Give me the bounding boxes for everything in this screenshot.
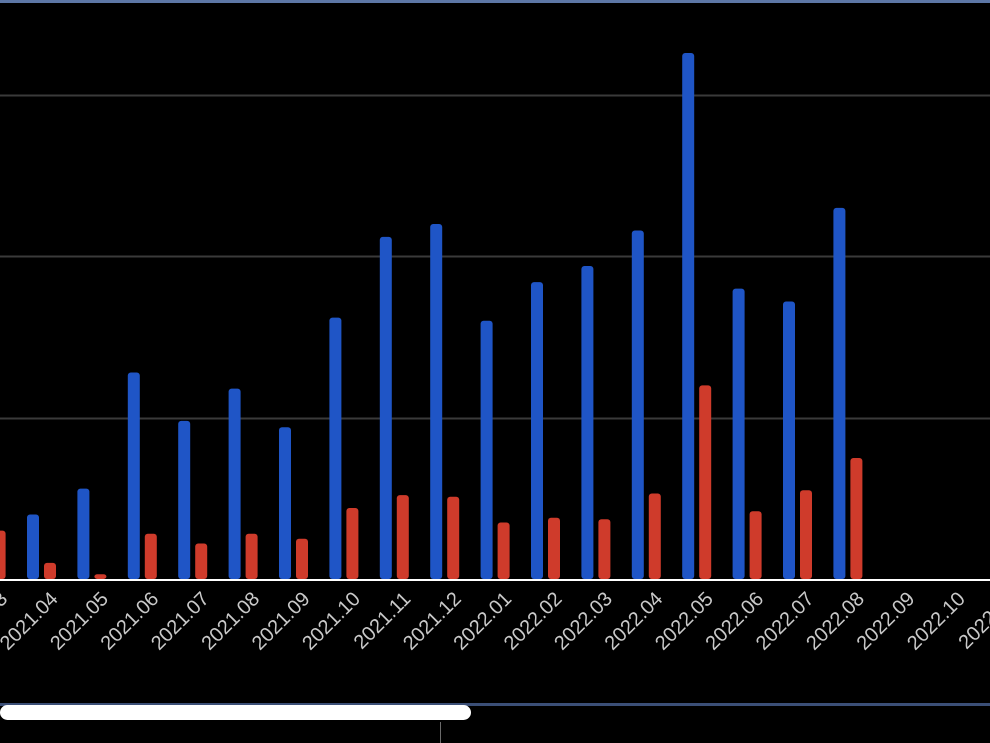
bar-blue-2021.06 xyxy=(127,372,140,579)
bar-red-2021.05 xyxy=(94,574,107,579)
bar-red-2022.01 xyxy=(497,522,510,579)
bar-red-2021.08 xyxy=(245,533,258,579)
grid-lines xyxy=(0,94,990,420)
bar-blue-2021.10 xyxy=(329,317,342,579)
bar-red-2021.09 xyxy=(296,538,308,579)
bar-red-2022.05 xyxy=(699,385,712,579)
bar-blue-2021.04 xyxy=(27,514,39,579)
bar-blue-2022.01 xyxy=(480,320,493,579)
bar-blue-2022.06 xyxy=(732,288,745,579)
bar-red-2022.02 xyxy=(548,517,560,579)
bar-blue-2021.08 xyxy=(228,388,241,579)
bottom-divider xyxy=(440,722,441,743)
bar-red-2021.06 xyxy=(144,533,157,579)
bar-blue-2021.09 xyxy=(279,427,291,579)
top-border-line xyxy=(0,0,990,3)
bar-blue-2021.11 xyxy=(379,236,392,579)
bar-red-2021.07 xyxy=(195,543,208,579)
bar-blue-2022.08 xyxy=(833,207,846,579)
bar-red-2021.03 xyxy=(0,530,6,579)
x-tick-labels: 2021.032021.042021.052021.062021.072021.… xyxy=(0,588,990,655)
bar-blue-2021.12 xyxy=(430,224,443,579)
bar-blue-2022.04 xyxy=(631,230,644,579)
bar-blue-2022.02 xyxy=(531,282,543,579)
bar-red-2021.10 xyxy=(346,508,359,579)
bar-red-2021.04 xyxy=(44,562,56,579)
horizontal-scroll-thumb[interactable] xyxy=(0,705,471,720)
bar-red-2021.11 xyxy=(396,495,409,579)
bar-blue-2022.05 xyxy=(682,53,695,579)
bar-red-2022.07 xyxy=(800,490,812,579)
bar-blue-2022.03 xyxy=(581,266,594,579)
bar-red-2021.12 xyxy=(447,496,460,579)
bar-blue-2022.07 xyxy=(783,301,795,579)
bar-red-2022.04 xyxy=(648,493,661,579)
horizontal-scroll-track[interactable] xyxy=(0,703,990,706)
bar-blue-2021.05 xyxy=(77,488,90,579)
bar-red-2022.03 xyxy=(598,519,611,579)
bar-blue-2021.07 xyxy=(178,420,191,579)
bar-red-2022.06 xyxy=(749,511,762,579)
bar-series xyxy=(0,53,863,579)
bar-red-2022.08 xyxy=(850,458,863,579)
bar-chart: 2021.032021.042021.052021.062021.072021.… xyxy=(0,53,990,655)
